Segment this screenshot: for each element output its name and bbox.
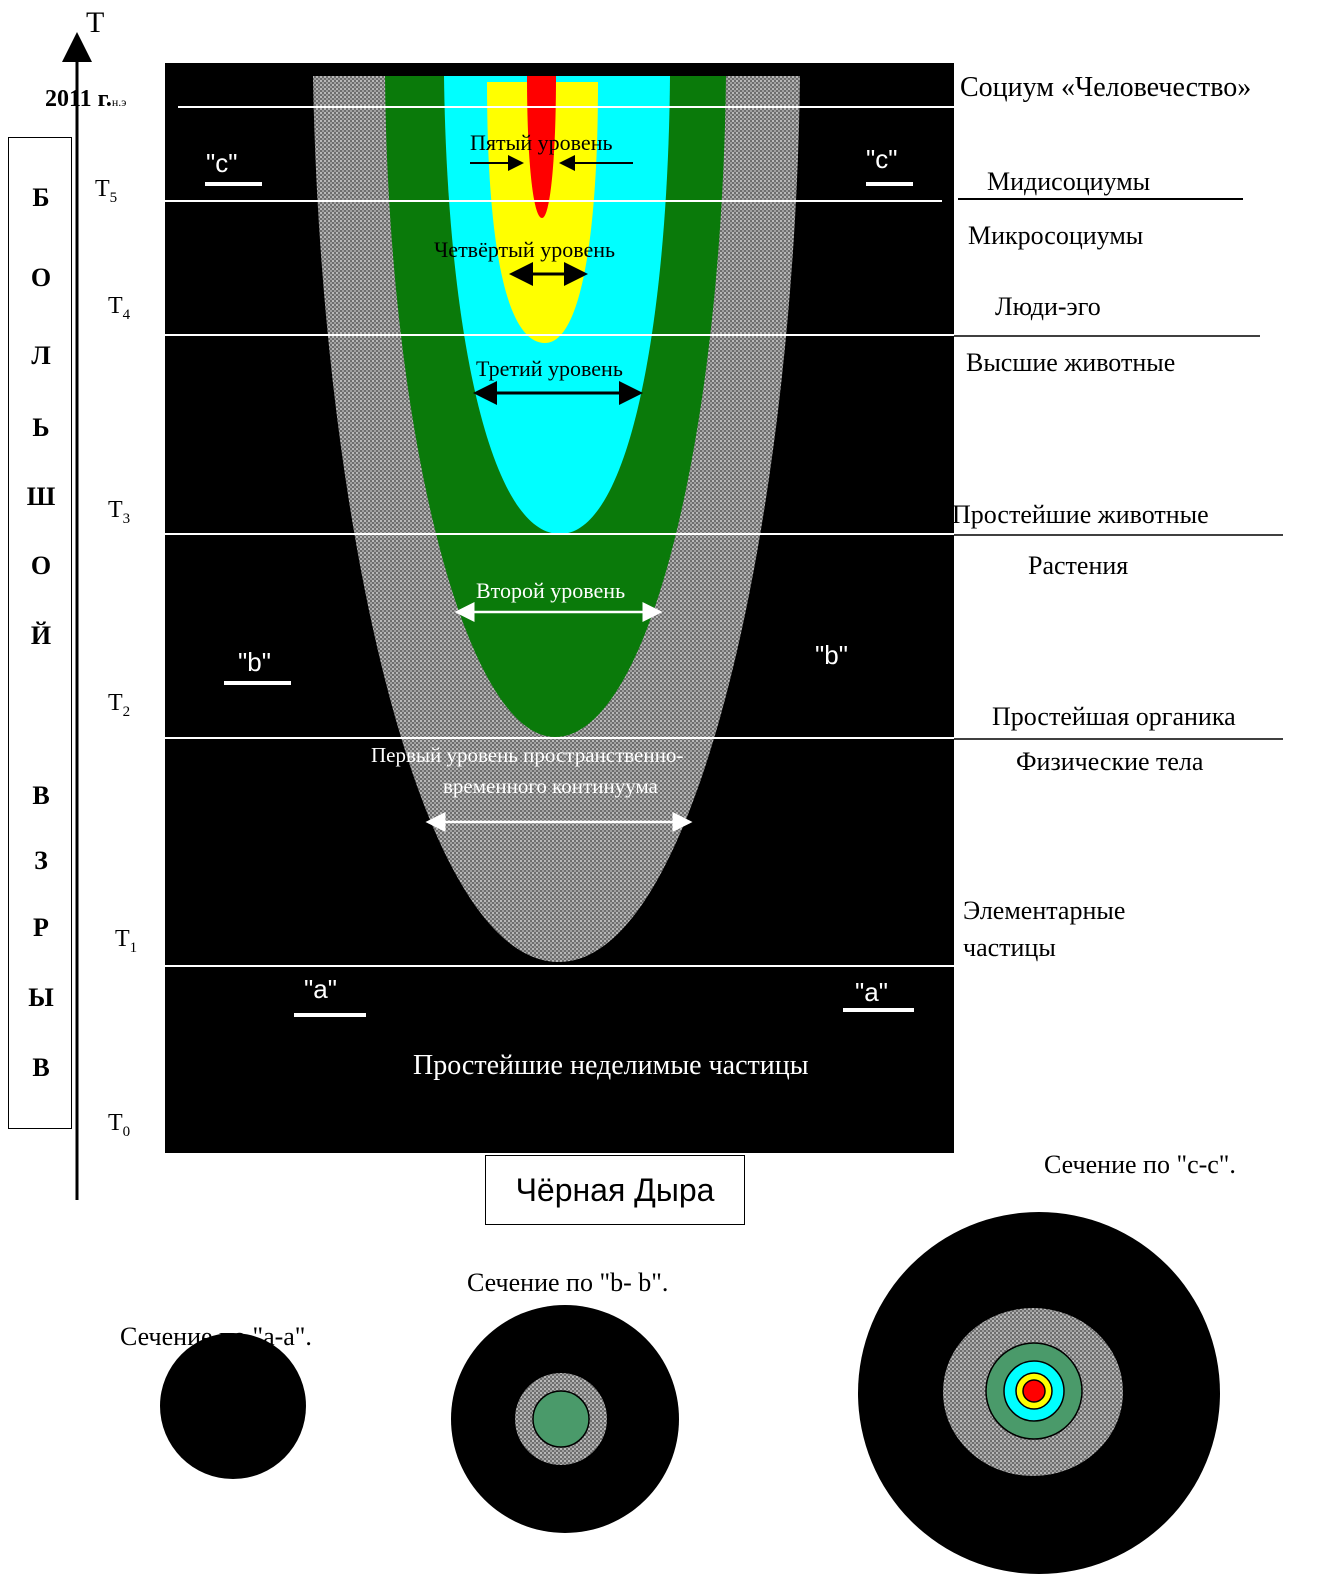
- big-bang-letter: О: [30, 551, 52, 580]
- big-bang-letter: Й: [30, 621, 52, 650]
- label-higher-animals: Высшие животные: [966, 348, 1176, 377]
- label-midi: Мидисоциумы: [987, 167, 1151, 196]
- axis-label: T: [86, 6, 105, 39]
- marker-c-left: "c": [206, 148, 238, 178]
- section-cc-red: [1022, 1379, 1046, 1403]
- big-bang-letter: Р: [33, 913, 49, 942]
- year-text: 2011 г.: [45, 86, 112, 112]
- label-ego: Люди-эго: [995, 292, 1101, 321]
- time-mark-t1: T1: [115, 926, 138, 956]
- time-mark-t5: T5: [95, 176, 118, 206]
- big-bang-letter: З: [34, 846, 48, 875]
- year-suffix: н.э: [111, 95, 127, 109]
- fourth-level-label: Четвёртый уровень: [434, 237, 616, 262]
- big-bang-letter: В: [32, 1053, 50, 1082]
- section-bb-green: [532, 1390, 590, 1448]
- first-level-label-line1: Первый уровень пространственно-: [371, 743, 684, 767]
- third-level-label: Третий уровень: [476, 356, 623, 381]
- marker-b-right: "b": [815, 640, 848, 670]
- big-bang-letter: О: [30, 263, 52, 292]
- label-socium: Социум «Человечество»: [960, 72, 1252, 103]
- big-bang-letter: Б: [32, 183, 50, 212]
- marker-c-right: "c": [866, 144, 898, 174]
- time-mark-t4: T4: [108, 293, 131, 323]
- black-hole-box: Чёрная Дыра: [485, 1155, 745, 1225]
- marker-a-right: "a": [855, 977, 888, 1007]
- section-bb-title: Сечение по "b- b".: [467, 1268, 669, 1297]
- marker-a-left: "a": [304, 974, 337, 1004]
- first-level-label-line2: временного континуума: [443, 774, 658, 798]
- time-mark-t2: T2: [108, 690, 131, 720]
- time-mark-t0: T0: [108, 1110, 131, 1140]
- base-particles-label: Простейшие неделимые частицы: [413, 1050, 809, 1081]
- label-elementary-1: Элементарные: [963, 896, 1126, 925]
- big-bang-letter: Ь: [32, 413, 50, 442]
- marker-b-left: "b": [238, 647, 271, 677]
- big-bang-box: Б О Л Ь Ш О Й В З Р Ы В: [8, 137, 72, 1129]
- section-cc-title: Сечение по "с-с".: [1044, 1150, 1236, 1179]
- big-bang-letter: Л: [31, 341, 51, 370]
- label-physical: Физические тела: [1016, 747, 1204, 776]
- label-simple-animals: Простейшие животные: [952, 500, 1209, 529]
- big-bang-letter: Ы: [28, 983, 54, 1012]
- year-label: 2011 г.н.э: [45, 86, 126, 113]
- label-plants: Растения: [1028, 551, 1129, 580]
- label-organic: Простейшая органика: [992, 702, 1236, 731]
- section-aa-outer: [160, 1333, 306, 1479]
- time-mark-t3: T3: [108, 497, 131, 527]
- big-bang-letter: В: [32, 781, 50, 810]
- level5-region: [527, 76, 556, 218]
- fifth-level-label: Пятый уровень: [470, 130, 613, 155]
- label-elementary-2: частицы: [963, 933, 1056, 962]
- second-level-label: Второй уровень: [476, 578, 626, 603]
- big-bang-letter: Ш: [26, 482, 56, 511]
- section-aa-title: Сечение по "а-а".: [120, 1322, 312, 1351]
- label-micro: Микросоциумы: [968, 221, 1144, 250]
